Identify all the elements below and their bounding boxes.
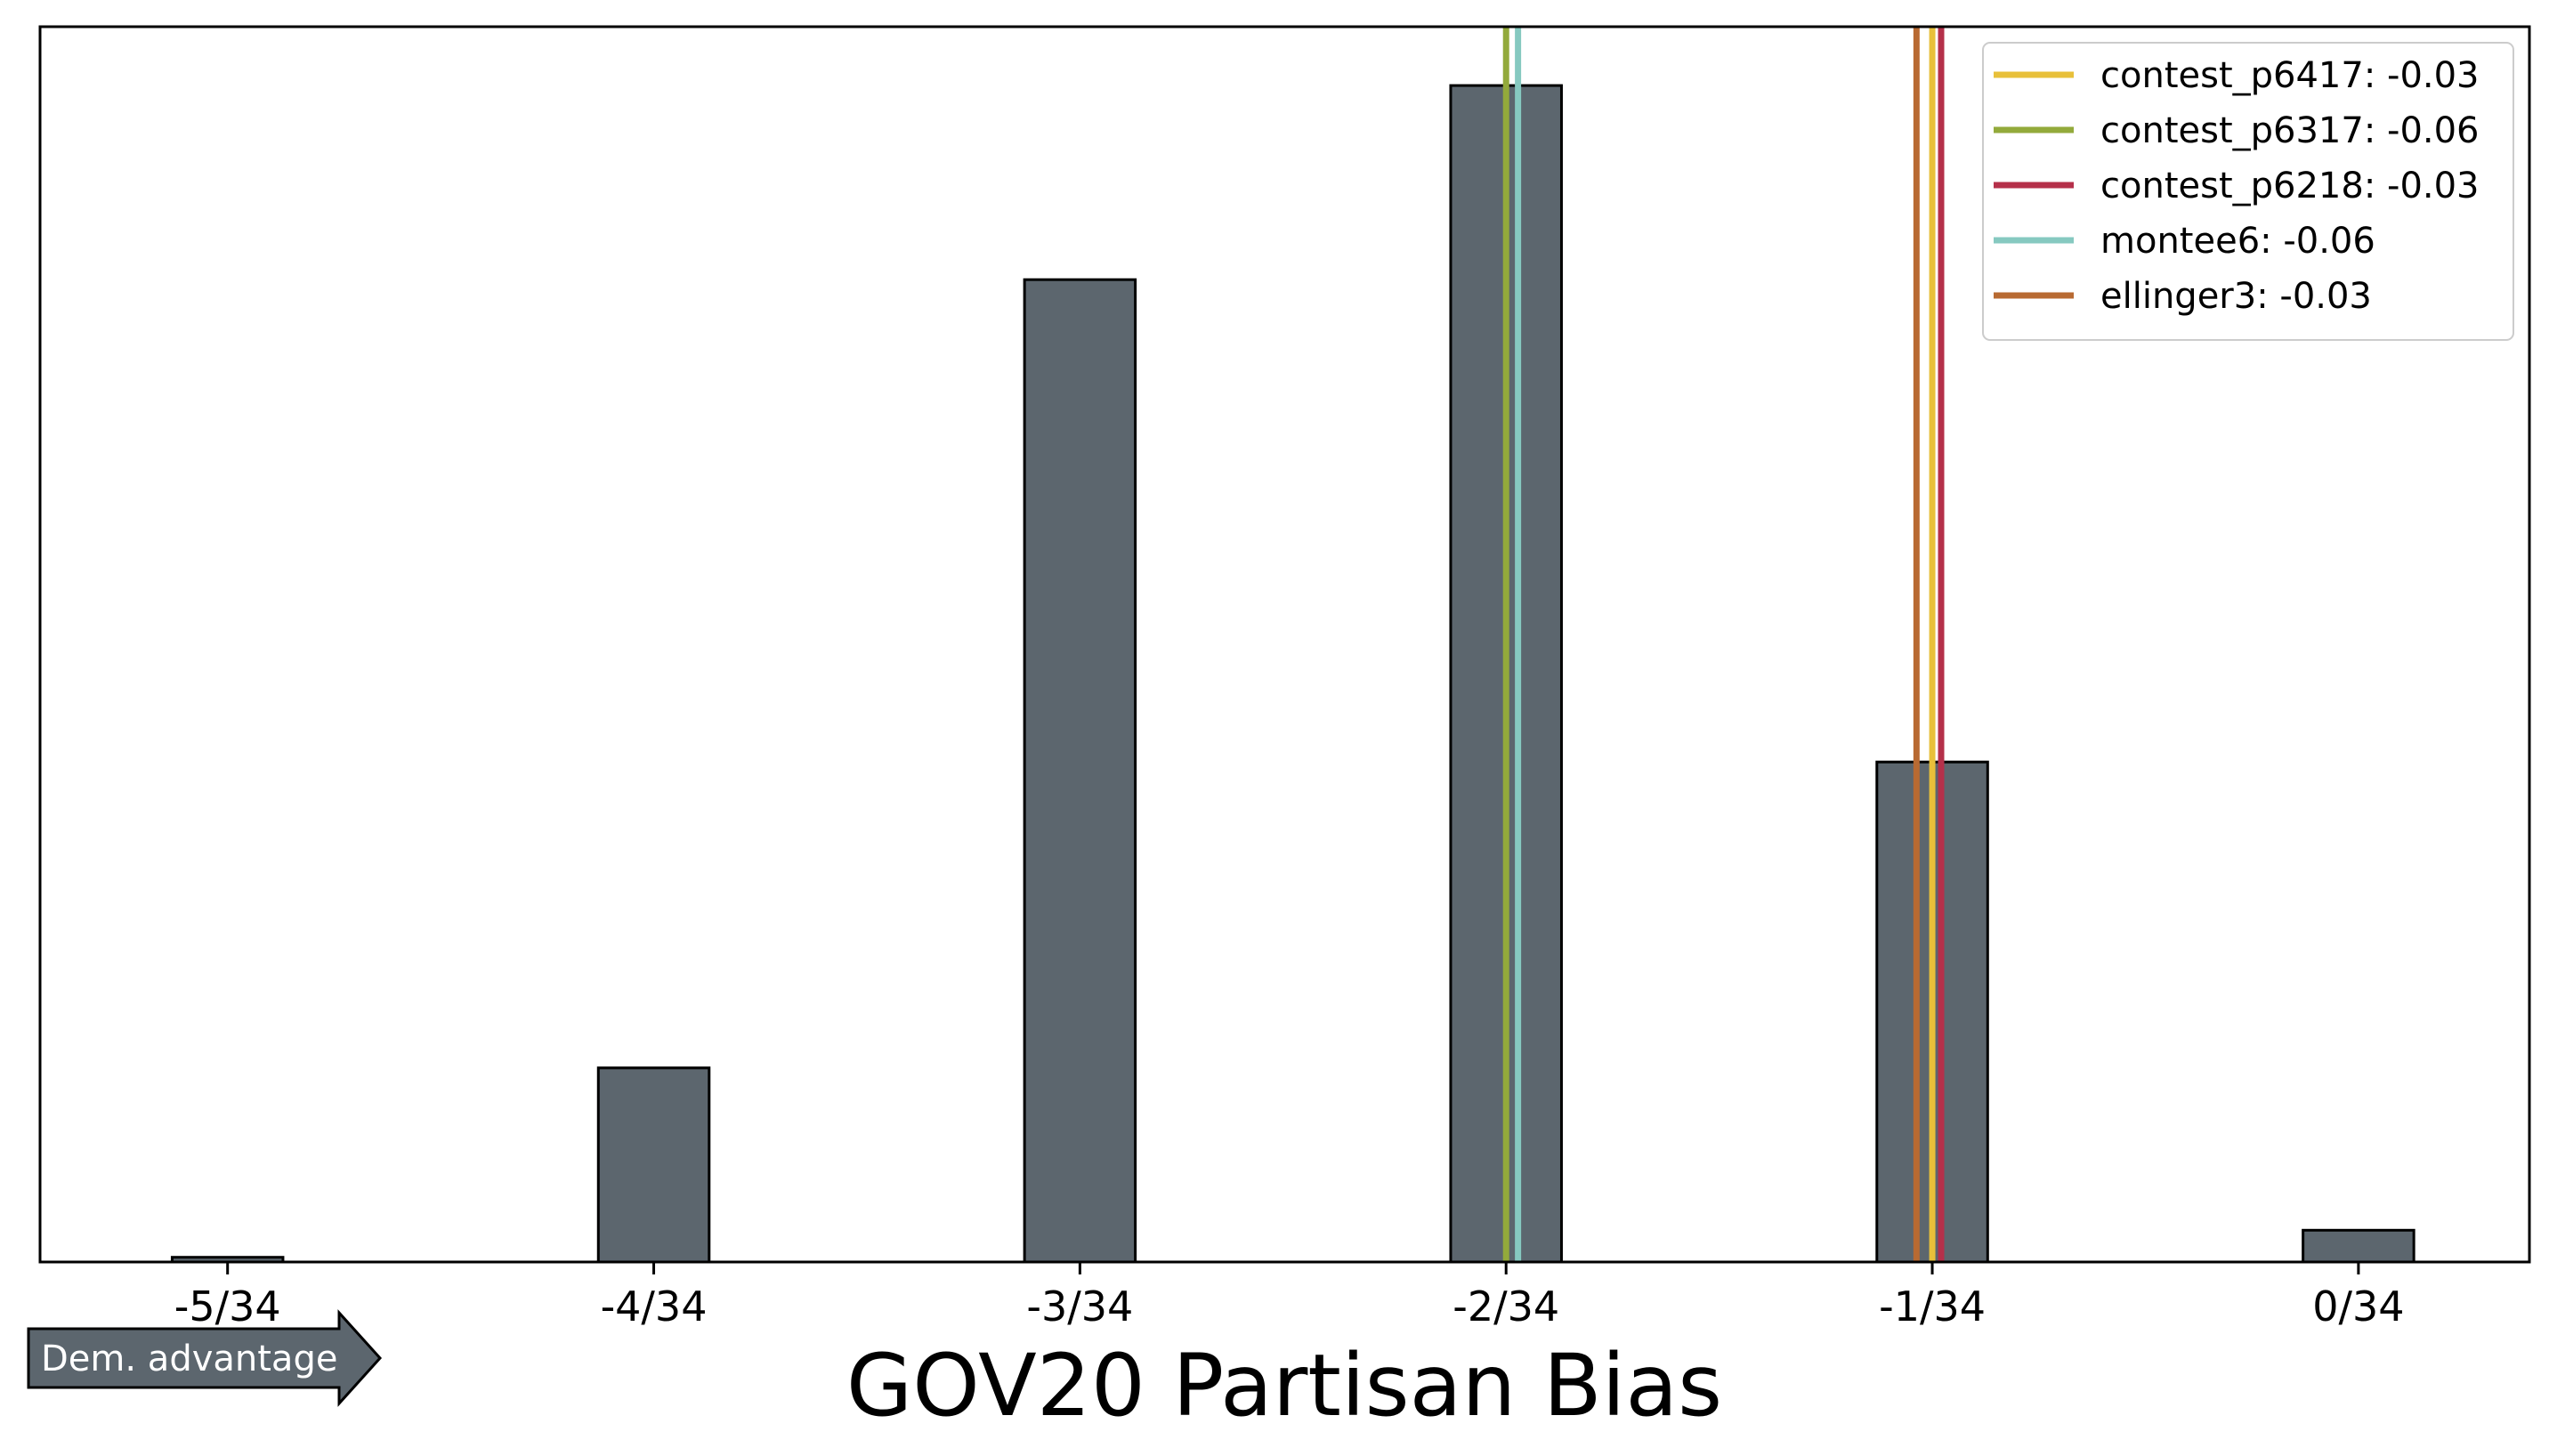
plot-frame <box>38 25 2531 1264</box>
histogram-bar <box>1023 278 1137 1264</box>
arrow-label: Dem. advantage <box>41 1339 337 1379</box>
x-tick-label: -4/34 <box>601 1282 708 1331</box>
histogram-bar <box>2302 1228 2415 1264</box>
x-tick-label: 0/34 <box>2312 1282 2404 1331</box>
x-ticks-layer: -5/34 -4/34 -3/34 -2/34 -1/34 0/34 <box>174 1262 2405 1331</box>
reference-lines-layer <box>1502 27 1945 1262</box>
x-tick-label: -5/34 <box>174 1282 281 1331</box>
legend-label: contest_p6218: -0.03 <box>2100 166 2480 206</box>
x-axis-title: GOV20 Partisan Bias <box>846 1336 1722 1436</box>
x-tick-label: -2/34 <box>1453 1282 1559 1331</box>
legend-label: contest_p6417: -0.03 <box>2100 55 2480 96</box>
dem-advantage-arrow: Dem. advantage <box>27 1309 383 1407</box>
legend-label: montee6: -0.06 <box>2100 221 2375 262</box>
x-tick-label: -1/34 <box>1879 1282 1986 1331</box>
legend-label: contest_p6317: -0.06 <box>2100 110 2480 151</box>
legend-label: ellinger3: -0.03 <box>2100 276 2372 317</box>
legend: contest_p6417: -0.03 contest_p6317: -0.06… <box>1982 42 2514 341</box>
legend-box <box>1982 42 2514 341</box>
arrow-right-icon <box>27 1309 383 1407</box>
x-tick-label: -3/34 <box>1026 1282 1133 1331</box>
histogram-bar <box>596 1066 711 1264</box>
